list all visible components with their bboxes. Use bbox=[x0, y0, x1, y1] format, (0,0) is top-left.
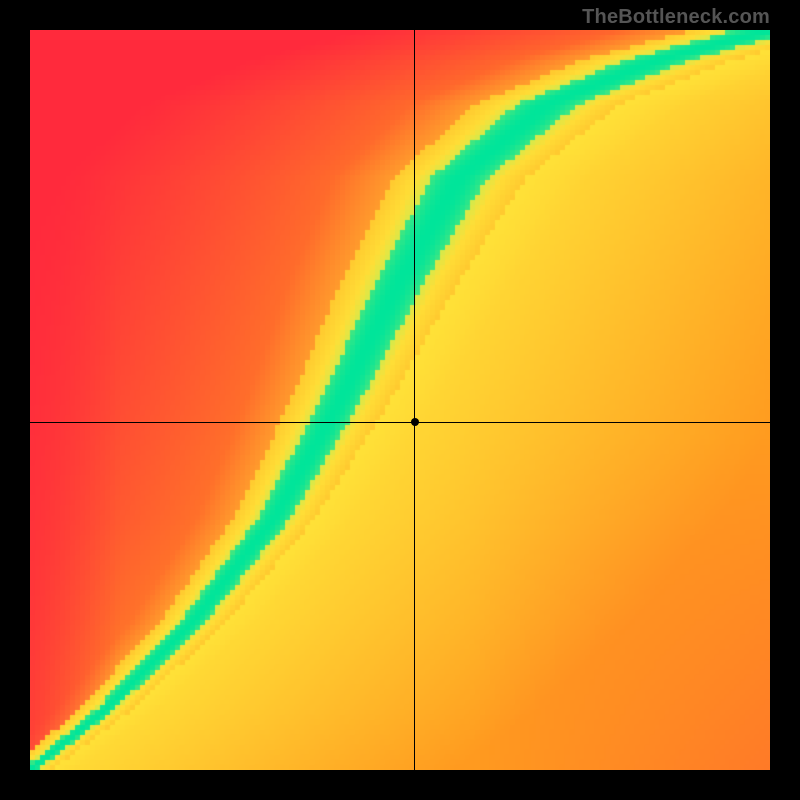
crosshair-marker bbox=[411, 418, 419, 426]
crosshair-vertical bbox=[414, 30, 415, 770]
watermark-text: TheBottleneck.com bbox=[582, 6, 770, 29]
plot-area bbox=[30, 30, 770, 770]
crosshair-horizontal bbox=[30, 422, 770, 423]
chart-container: TheBottleneck.com bbox=[0, 0, 800, 800]
heatmap-canvas bbox=[30, 30, 770, 770]
